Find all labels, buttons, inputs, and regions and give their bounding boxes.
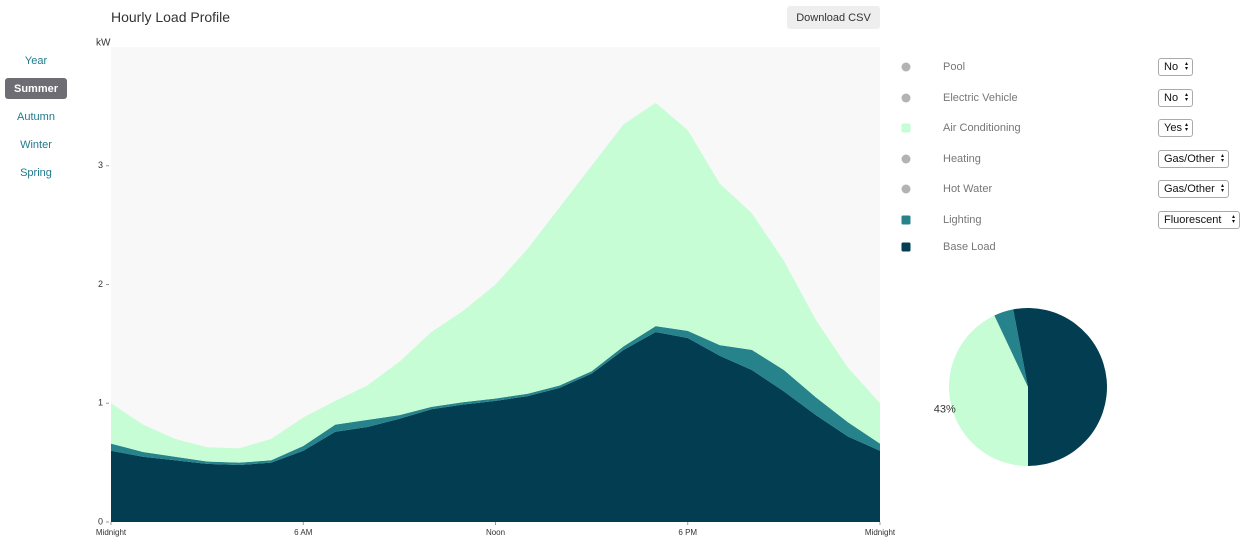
setting-select[interactable]: No xyxy=(1158,89,1193,107)
setting-select[interactable]: Yes xyxy=(1158,119,1193,137)
legend-marker xyxy=(901,215,911,225)
pie-label: 43% xyxy=(934,404,956,416)
page-title: Hourly Load Profile xyxy=(111,9,231,25)
setting-select[interactable]: No xyxy=(1158,58,1193,76)
season-tab[interactable]: Year xyxy=(24,54,48,67)
download-button[interactable]: Download CSV xyxy=(787,6,880,29)
x-tick-label: 6 PM xyxy=(678,528,697,537)
season-tab[interactable]: Summer xyxy=(5,78,67,99)
setting-select[interactable]: Fluorescent xyxy=(1158,211,1240,229)
pie-slice xyxy=(1013,307,1107,466)
legend-label: Electric Vehicle xyxy=(943,92,1018,104)
area xyxy=(111,332,880,522)
legend-label: Base Load xyxy=(943,241,996,253)
legend-marker xyxy=(901,62,911,72)
setting-select[interactable]: Gas/Other xyxy=(1158,150,1229,168)
x-tick-label: Midnight xyxy=(96,528,127,537)
season-tab[interactable]: Spring xyxy=(20,166,52,179)
y-axis-label: kW xyxy=(96,38,111,49)
x-tick-label: 6 AM xyxy=(294,528,313,537)
legend-label: Air Conditioning xyxy=(943,122,1021,134)
season-tab[interactable]: Autumn xyxy=(17,110,55,123)
legend-marker xyxy=(901,242,911,252)
x-tick-label: Midnight xyxy=(865,528,896,537)
y-tick-label: 2 xyxy=(98,279,103,289)
x-tick-label: Noon xyxy=(486,528,505,537)
legend-label: Lighting xyxy=(943,214,982,226)
area xyxy=(111,102,880,463)
legend-marker xyxy=(901,93,911,103)
legend-marker xyxy=(901,184,911,194)
legend-label: Hot Water xyxy=(943,183,993,195)
legend-marker xyxy=(901,154,911,164)
legend-marker xyxy=(901,123,911,133)
legend-label: Pool xyxy=(943,61,966,73)
pie-slice xyxy=(994,309,1028,387)
y-tick-label: 0 xyxy=(98,516,103,526)
season-tab[interactable]: Winter xyxy=(20,138,52,151)
setting-select[interactable]: Gas/Other xyxy=(1158,180,1229,198)
y-tick-label: 3 xyxy=(98,160,103,170)
pie-slice xyxy=(949,315,1028,466)
y-tick-label: 1 xyxy=(98,398,103,408)
legend-label: Heating xyxy=(943,153,981,165)
